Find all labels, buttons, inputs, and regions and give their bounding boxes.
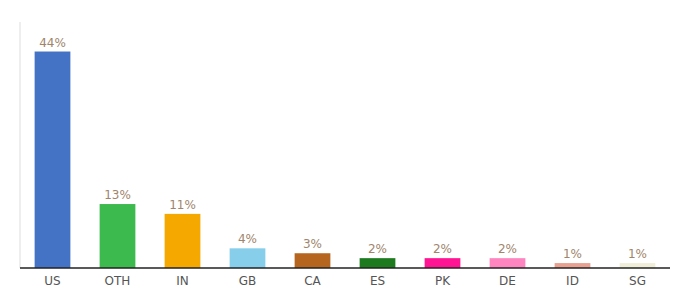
x-tick-label: SG bbox=[629, 274, 646, 288]
chart-container: 44% 13% 11% 4% 3% 2% 2% 2% 1% 1% US OTH IN GB CA ES PK DE… bbox=[0, 0, 680, 300]
bar bbox=[490, 258, 526, 268]
bar bbox=[360, 258, 396, 268]
data-label: 1% bbox=[563, 247, 582, 261]
bar bbox=[100, 204, 136, 268]
x-tick-label: ES bbox=[370, 274, 385, 288]
x-tick-label: GB bbox=[239, 274, 257, 288]
x-tick-label: US bbox=[44, 274, 60, 288]
data-label: 2% bbox=[368, 242, 387, 256]
bar bbox=[165, 214, 201, 268]
bar bbox=[295, 253, 331, 268]
data-label: 4% bbox=[238, 232, 257, 246]
data-label: 3% bbox=[303, 237, 322, 251]
x-tick-label: DE bbox=[499, 274, 516, 288]
data-label: 1% bbox=[628, 247, 647, 261]
x-tick-label: OTH bbox=[105, 274, 131, 288]
data-label: 44% bbox=[39, 36, 66, 50]
x-axis-line bbox=[20, 267, 670, 269]
x-tick-label: IN bbox=[176, 274, 189, 288]
y-axis-line bbox=[20, 22, 21, 268]
data-label: 2% bbox=[498, 242, 517, 256]
bars bbox=[35, 52, 656, 268]
x-tick-label: CA bbox=[304, 274, 321, 288]
data-label: 2% bbox=[433, 242, 452, 256]
x-tick-label: PK bbox=[435, 274, 451, 288]
x-tick-label: ID bbox=[566, 274, 579, 288]
data-label: 13% bbox=[104, 188, 131, 202]
chart-svg: 44% 13% 11% 4% 3% 2% 2% 2% 1% 1% US OTH IN GB CA ES PK DE… bbox=[0, 0, 680, 300]
bar bbox=[230, 248, 266, 268]
bar bbox=[35, 52, 71, 268]
data-label: 11% bbox=[169, 198, 196, 212]
bar bbox=[425, 258, 461, 268]
